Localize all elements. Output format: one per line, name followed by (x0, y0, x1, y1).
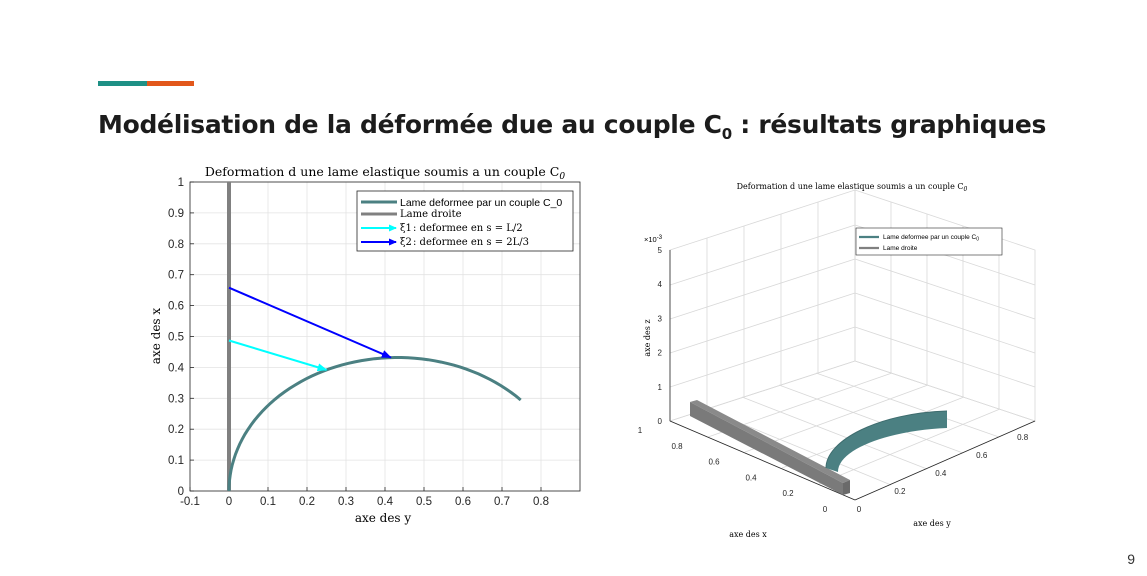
chart-3d-grid (854, 292, 1036, 354)
lame-droite-end (843, 480, 850, 495)
legend-label-deformee: Lame deformee par un couple C0 (883, 234, 979, 243)
legend-label-deformee: Lame deformee par un couple C_0 (400, 197, 562, 209)
x-tick-label: 0.8 (533, 496, 549, 508)
lame-droite-side (690, 402, 843, 495)
title-subscript: 0 (721, 125, 732, 143)
z-tick-label: 3 (658, 314, 663, 323)
y-tick-label: 0 (178, 486, 184, 498)
z-tick-label: 5 (658, 246, 663, 255)
z-tick-label: 1 (658, 383, 663, 392)
x-tick-label: 0 (226, 496, 232, 508)
x-axis-tick-label: 0.6 (708, 458, 720, 467)
y-tick-label: 0.9 (168, 208, 184, 220)
chart-3d-grid (778, 384, 964, 454)
chart-3d-title: Deformation d une lame elastique soumis … (737, 182, 968, 193)
chart-3d-grid (815, 372, 1000, 438)
legend-label-droite: Lame droite (883, 245, 918, 252)
page-number: 9 (1127, 551, 1135, 567)
slide-title: Modélisation de la déformée due au coupl… (98, 110, 1046, 143)
accent-bar-orange (147, 81, 194, 86)
y-axis-tick-label: 0.8 (1017, 433, 1029, 442)
y-axis-tick-label: 0.6 (976, 451, 988, 460)
chart-3d-y-axis (854, 420, 1036, 501)
x-tick-label: 0.7 (494, 496, 510, 508)
y-tick-label: 0.4 (168, 362, 185, 374)
y-axis-tick-label: 0 (857, 505, 862, 514)
xi1-arrow (228, 339, 328, 372)
x-axis-tick-label: 0 (823, 505, 828, 514)
legend-label-xi2: : deformee en s = 2L/3 (413, 237, 529, 248)
x-tick-label: 0.2 (299, 496, 315, 508)
z-tick-label: 4 (658, 280, 663, 289)
chart-3d-legend: Lame deformee par un couple C0 Lame droi… (855, 227, 1003, 256)
chart-3d-grid (744, 384, 929, 453)
chart-3d-grid (854, 258, 1036, 320)
x-tick-label: 0.3 (338, 496, 354, 508)
legend-symbol-xi2: ξ2 (400, 237, 412, 248)
chart-3d-grid (669, 224, 856, 286)
y-tick-label: 0.8 (168, 239, 184, 251)
legend-box (855, 227, 1003, 256)
chart-3d-z-multiplier: ×10-3 (644, 235, 663, 244)
chart-3d-ylabel: axe des x (729, 530, 767, 539)
chart-3d-xlabel: axe des y (913, 519, 951, 528)
chart-3d-back-wall-left (669, 189, 856, 422)
chart-3d-grid (741, 396, 928, 470)
y-tick-label: 0.2 (168, 424, 184, 436)
chart-2d-xlabel: axe des y (355, 511, 412, 525)
x-axis-tick-label: 0.2 (782, 489, 794, 498)
x-tick-label: 0.5 (416, 496, 432, 508)
y-axis-tick-label: 0.2 (894, 487, 906, 496)
legend-label-droite: Lame droite (400, 209, 462, 220)
chart-3d-grid (669, 292, 856, 354)
chart-3d-grid (669, 258, 856, 320)
accent-bar-teal (98, 81, 147, 86)
chart-3d-lame-droite (690, 400, 850, 495)
y-tick-label: 0.3 (168, 393, 184, 405)
title-rest: : résultats graphiques (731, 110, 1047, 139)
x-tick-label: 0.6 (455, 496, 471, 508)
chart-3d-grid (818, 408, 1001, 485)
chart-3d-grid (854, 326, 1036, 388)
legend-symbol-xi1: ξ1 (400, 223, 412, 234)
accent-bar (98, 81, 194, 86)
chart-2d-series (227, 182, 522, 492)
legend-label-xi1: : deformee en s = L/2 (413, 223, 523, 234)
y-tick-label: 0.1 (168, 455, 184, 467)
title-main: Modélisation de la déformée due au coupl… (98, 110, 722, 139)
y-tick-label: 0.7 (168, 270, 184, 282)
lame-deformee-curve (227, 356, 522, 492)
chart-3d-lame-deformee (825, 410, 948, 472)
chart-2d-ticks: -0.1 0 0.1 0.2 0.3 0.4 0.5 0.6 0.7 0.800.10.20.30… (168, 177, 549, 508)
chart-3d-grid (669, 326, 856, 388)
y-tick-label: 0.6 (168, 301, 184, 313)
chart-2d-ylabel: axe des x (149, 308, 163, 365)
xi2-arrow (228, 286, 392, 359)
y-tick-label: 1 (178, 177, 184, 189)
z-tick-label: 2 (658, 349, 663, 358)
y-tick-label: 0.5 (168, 332, 184, 344)
chart-2d-title: Deformation d une lame elastique soumis … (205, 164, 566, 182)
chart-3d-ticks: 0 1 2 3 4 5 0 0.2 0.4 0.6 0.8 0 0.2 0.4 0.6 0.8 1 (638, 246, 1029, 514)
x-axis-tick-label: 0.8 (671, 442, 683, 451)
chart-2d-legend: Lame deformee par un couple C_0 Lame dro… (356, 190, 574, 252)
x-tick-label: 0.1 (260, 496, 276, 508)
chart-3d-zlabel: axe des z (643, 319, 652, 356)
lame-deformee-edge (825, 410, 948, 469)
y-axis-tick-label: 0.4 (935, 469, 947, 478)
lame-deformee-surface (826, 411, 947, 472)
lame-droite-top (690, 400, 850, 483)
chart-3d-back-wall-right (854, 189, 1036, 422)
x-axis-tick-label: 0.4 (745, 473, 757, 482)
z-tick-label: 0 (658, 417, 663, 426)
chart-3d-x-axis (669, 420, 856, 501)
x-axis-tick-label: 1 (638, 426, 643, 435)
x-tick-label: -0.1 (180, 496, 200, 508)
x-tick-label: 0.4 (377, 496, 394, 508)
chart-3d-front-edges (669, 250, 1036, 501)
